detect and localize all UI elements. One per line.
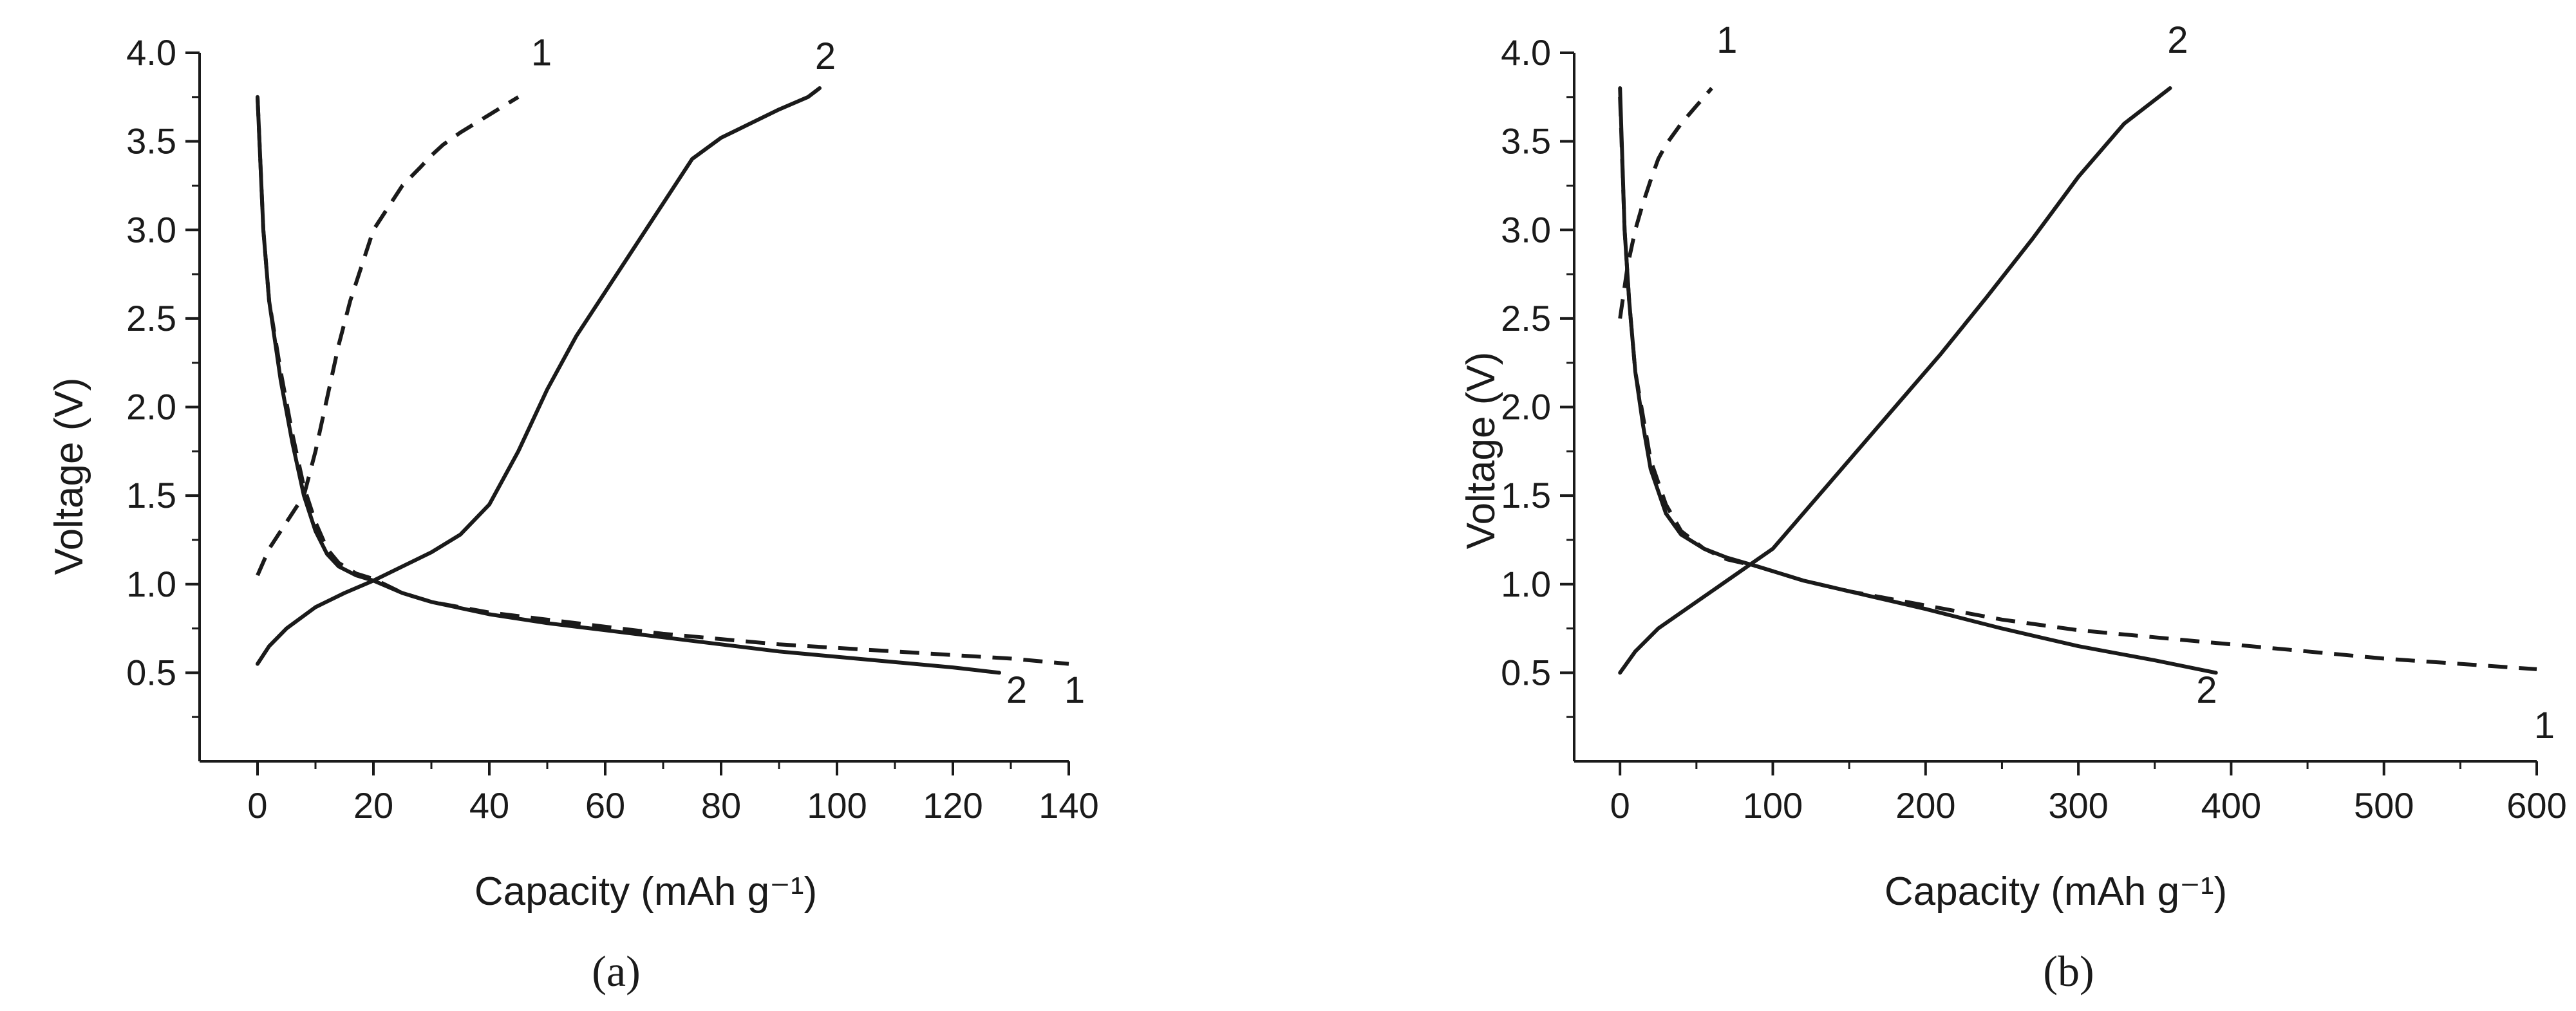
chart-b-y-tick-label: 1.5 xyxy=(1501,475,1551,515)
chart-b-series-1-dashed-line-1 xyxy=(1618,97,2537,671)
chart-a-ticks: 0.5 1.0 1.5 2.0 2.5 3.0 3.5 4.0 0 20 40 60 80 100 120 1… xyxy=(126,32,1099,826)
chart-b-curve-label: 2 xyxy=(2196,669,2217,711)
chart-b-x-axis-label: Capacity (mAh g⁻¹) xyxy=(1885,869,2227,914)
chart-a-curve-label: 1 xyxy=(1064,669,1085,711)
chart-b-panel-label: (b) xyxy=(2043,947,2094,996)
chart-a-curve-label: 2 xyxy=(815,35,836,77)
chart-panel-b: 0.5 1.0 1.5 2.0 2.5 3.0 3.5 4.0 0 100 200 300 400 500… xyxy=(1459,19,2567,996)
chart-b-axes xyxy=(1573,53,2537,763)
chart-b-y-tick-label: 2.0 xyxy=(1501,387,1551,427)
chart-b-curve-label: 2 xyxy=(2167,19,2188,61)
chart-a-x-tick-label: 0 xyxy=(247,785,267,826)
chart-a-curve-label: 1 xyxy=(531,32,552,73)
chart-b-y-tick-label: 2.5 xyxy=(1501,298,1551,339)
chart-a-x-tick-label: 20 xyxy=(353,785,393,826)
chart-b-series-1-dashed-line-2 xyxy=(1618,87,1713,319)
chart-a-marks xyxy=(256,86,1069,675)
chart-a-panel-label: (a) xyxy=(592,947,640,996)
chart-a-y-tick-label: 2.0 xyxy=(126,387,176,427)
chart-b-y-tick-label: 0.5 xyxy=(1501,652,1551,692)
chart-a-y-tick-label: 1.0 xyxy=(126,564,176,604)
chart-a-y-tick-label: 3.0 xyxy=(126,209,176,250)
chart-a-y-tick-label: 2.5 xyxy=(126,298,176,339)
chart-b-curve-label: 1 xyxy=(2534,705,2555,747)
chart-a-x-tick-label: 80 xyxy=(701,785,741,826)
chart-a-series-2-solid-line-2 xyxy=(256,86,822,666)
chart-b-x-tick-label: 300 xyxy=(2048,785,2108,826)
chart-a-x-tick-label: 60 xyxy=(585,785,625,826)
chart-a-y-tick-label: 3.5 xyxy=(126,121,176,162)
chart-b-y-tick-label: 4.0 xyxy=(1501,32,1551,73)
chart-b-x-tick-label: 400 xyxy=(2201,785,2261,826)
chart-a-x-axis-label: Capacity (mAh g⁻¹) xyxy=(475,869,817,914)
chart-b-ticks: 0.5 1.0 1.5 2.0 2.5 3.0 3.5 4.0 0 100 200 300 400 500… xyxy=(1501,32,2567,826)
chart-b-y-axis-label: Voltage (V) xyxy=(1459,352,1503,550)
chart-b-series-2-solid-line-2 xyxy=(1618,86,2172,675)
chart-panel-a: 0.5 1.0 1.5 2.0 2.5 3.0 3.5 4.0 0 20 40 60 80 100 120 1… xyxy=(47,32,1099,996)
chart-a-y-axis-label: Voltage (V) xyxy=(47,378,91,575)
chart-b-curve-label: 1 xyxy=(1716,19,1737,61)
chart-b-x-tick-label: 200 xyxy=(1895,785,1955,826)
chart-a-series-2-solid-line-1 xyxy=(256,95,1001,675)
chart-b-y-tick-label: 3.0 xyxy=(1501,209,1551,250)
chart-a-x-tick-label: 40 xyxy=(469,785,509,826)
chart-b-x-tick-label: 500 xyxy=(2354,785,2414,826)
chart-a-y-tick-label: 1.5 xyxy=(126,475,176,515)
chart-b-x-tick-label: 600 xyxy=(2506,785,2566,826)
chart-b-y-tick-label: 1.0 xyxy=(1501,564,1551,604)
chart-b-marks xyxy=(1618,86,2537,675)
chart-a-x-tick-label: 120 xyxy=(923,785,982,826)
chart-b-y-tick-label: 3.5 xyxy=(1501,121,1551,162)
chart-b-x-tick-label: 0 xyxy=(1610,785,1630,826)
chart-a-curve-label: 2 xyxy=(1006,669,1027,711)
chart-b-annotations: 1 2 2 1 xyxy=(1716,19,2555,747)
chart-b-series-2-solid-line-1 xyxy=(1618,86,2218,675)
chart-a-y-tick-label: 4.0 xyxy=(126,32,176,73)
chart-b-x-tick-label: 100 xyxy=(1743,785,1803,826)
chart-a-series-1-dashed-line-2 xyxy=(256,95,520,577)
chart-a-y-tick-label: 0.5 xyxy=(126,652,176,692)
chart-a-x-tick-label: 140 xyxy=(1039,785,1098,826)
chart-a-annotations: 1 22 1 xyxy=(531,32,1085,711)
chart-a-x-tick-label: 100 xyxy=(807,785,867,826)
